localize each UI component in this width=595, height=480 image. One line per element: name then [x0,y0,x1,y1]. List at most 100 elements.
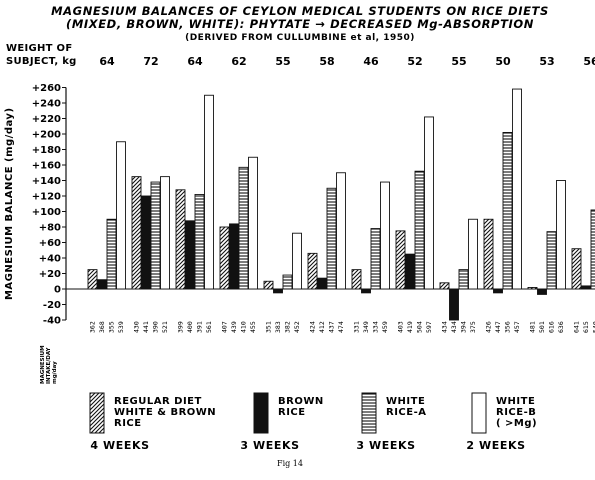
legend-label: RICE-A [386,407,426,418]
y-tick-label: +60 [39,238,61,249]
bar-solid [405,253,415,290]
intake-value: 457 [513,321,521,333]
legend-label: BROWN [278,396,324,407]
intake-value: 616 [548,321,556,333]
intake-value: 403 [397,321,405,333]
bar-diag [571,248,582,290]
bar-hstripe [106,218,117,290]
intake-label: MAGNESIUM INTAKE/DAY mg/day [40,345,58,384]
intake-value: 419 [406,321,414,333]
intake-value: 412 [318,321,326,333]
y-tick-label: +100 [32,207,61,218]
bar-hstripe [546,231,557,290]
bar-solid [97,279,107,290]
intake-value: 540 [592,321,595,333]
bar-open [160,176,170,290]
intake-value: 375 [469,321,477,333]
subject-weight: 55 [451,55,466,68]
bar-solid [537,288,547,295]
figure-caption: Fig 14 [277,459,303,468]
intake-value: 447 [494,321,502,333]
y-tick-label: +240 [32,99,61,110]
bar-open [204,94,214,290]
subject-weight: 50 [495,55,511,68]
bar-solid [493,288,503,294]
y-tick-label: +160 [32,161,61,172]
intake-value: 400 [186,321,194,333]
intake-value: 434 [450,321,458,333]
bar-open [116,141,126,290]
intake-label-line: INTAKE/DAY [46,346,52,384]
intake-value: 390 [152,321,160,333]
intake-value: 636 [557,321,565,333]
y-tick-label: +260 [32,83,61,94]
group-duration-label: 3 WEEKS [356,439,415,452]
intake-value: 459 [381,321,389,333]
legend-label: RICE [278,407,306,418]
intake-value: 455 [249,321,257,333]
bar-diag [483,218,494,290]
weight-label-line1: WEIGHT OF [6,43,73,54]
intake-label-line: mg/day [52,361,58,384]
intake-value: 368 [98,321,106,333]
y-tick-label: +80 [39,223,61,234]
intake-value: 441 [142,321,150,333]
group-duration-label: 2 WEEKS [466,439,525,452]
y-tick-label: -20 [43,300,61,311]
bar-diag [87,269,98,290]
bars [87,88,595,321]
legend-swatch-solid [253,392,269,434]
legend-label: RICE-B [496,407,536,418]
legend-swatch-hstripe [361,392,377,434]
intake-value: 434 [441,321,449,333]
intake-value: 452 [293,321,301,333]
bar-diag [175,189,186,290]
bar-open [336,172,346,290]
chart-subtitle: (DERIVED FROM CULLUMBINE et al, 1950) [185,33,415,43]
subject-weight: 72 [143,55,158,68]
subject-weights: 64 72 64 62 55 58 46 52 55 50 53 56 [99,55,595,68]
bar-diag [131,176,142,290]
legend-label: WHITE [386,396,425,407]
bar-solid [449,288,459,321]
legend-label: REGULAR DIET [114,396,202,407]
intake-value: 351 [265,321,273,333]
bar-solid [185,220,195,290]
bar-solid [229,223,239,290]
bar-hstripe [282,274,293,290]
subject-weight: 52 [407,55,422,68]
bar-hstripe [458,269,469,290]
bar-diag [219,226,230,290]
y-tick-label: +140 [32,176,61,187]
legend-label: WHITE & BROWN [114,407,216,418]
subject-weight: 58 [319,55,334,68]
bar-diag [307,252,318,290]
bar-open [556,180,566,290]
weight-label-line2: SUBJECT, kg [6,56,77,67]
chart-title-line2: (MIXED, BROWN, WHITE): PHYTATE → DECREAS… [66,17,534,31]
bar-hstripe [414,170,425,290]
bar-hstripe [194,193,205,290]
bar-hstripe [150,181,161,290]
bar-diag [527,287,538,290]
bar-solid [581,285,591,290]
intake-value: 561 [205,321,213,333]
intake-value: 474 [337,321,345,333]
intake-value: 424 [309,321,317,333]
intake-value: 331 [353,321,361,333]
legend-label: RICE [114,418,142,429]
intake-value: 391 [196,321,204,333]
intake-value: 355 [108,321,116,333]
intake-value: 439 [230,321,238,333]
bar-hstripe [502,131,513,290]
subject-weight: 46 [363,55,379,68]
intake-label-line: MAGNESIUM [40,345,46,384]
subject-weight: 62 [231,55,246,68]
y-tick-label: +200 [32,130,61,141]
intake-value: 597 [425,321,433,333]
group-duration-label: 3 WEEKS [240,439,299,452]
intake-value: 539 [117,321,125,333]
intake-value: 349 [362,321,370,333]
